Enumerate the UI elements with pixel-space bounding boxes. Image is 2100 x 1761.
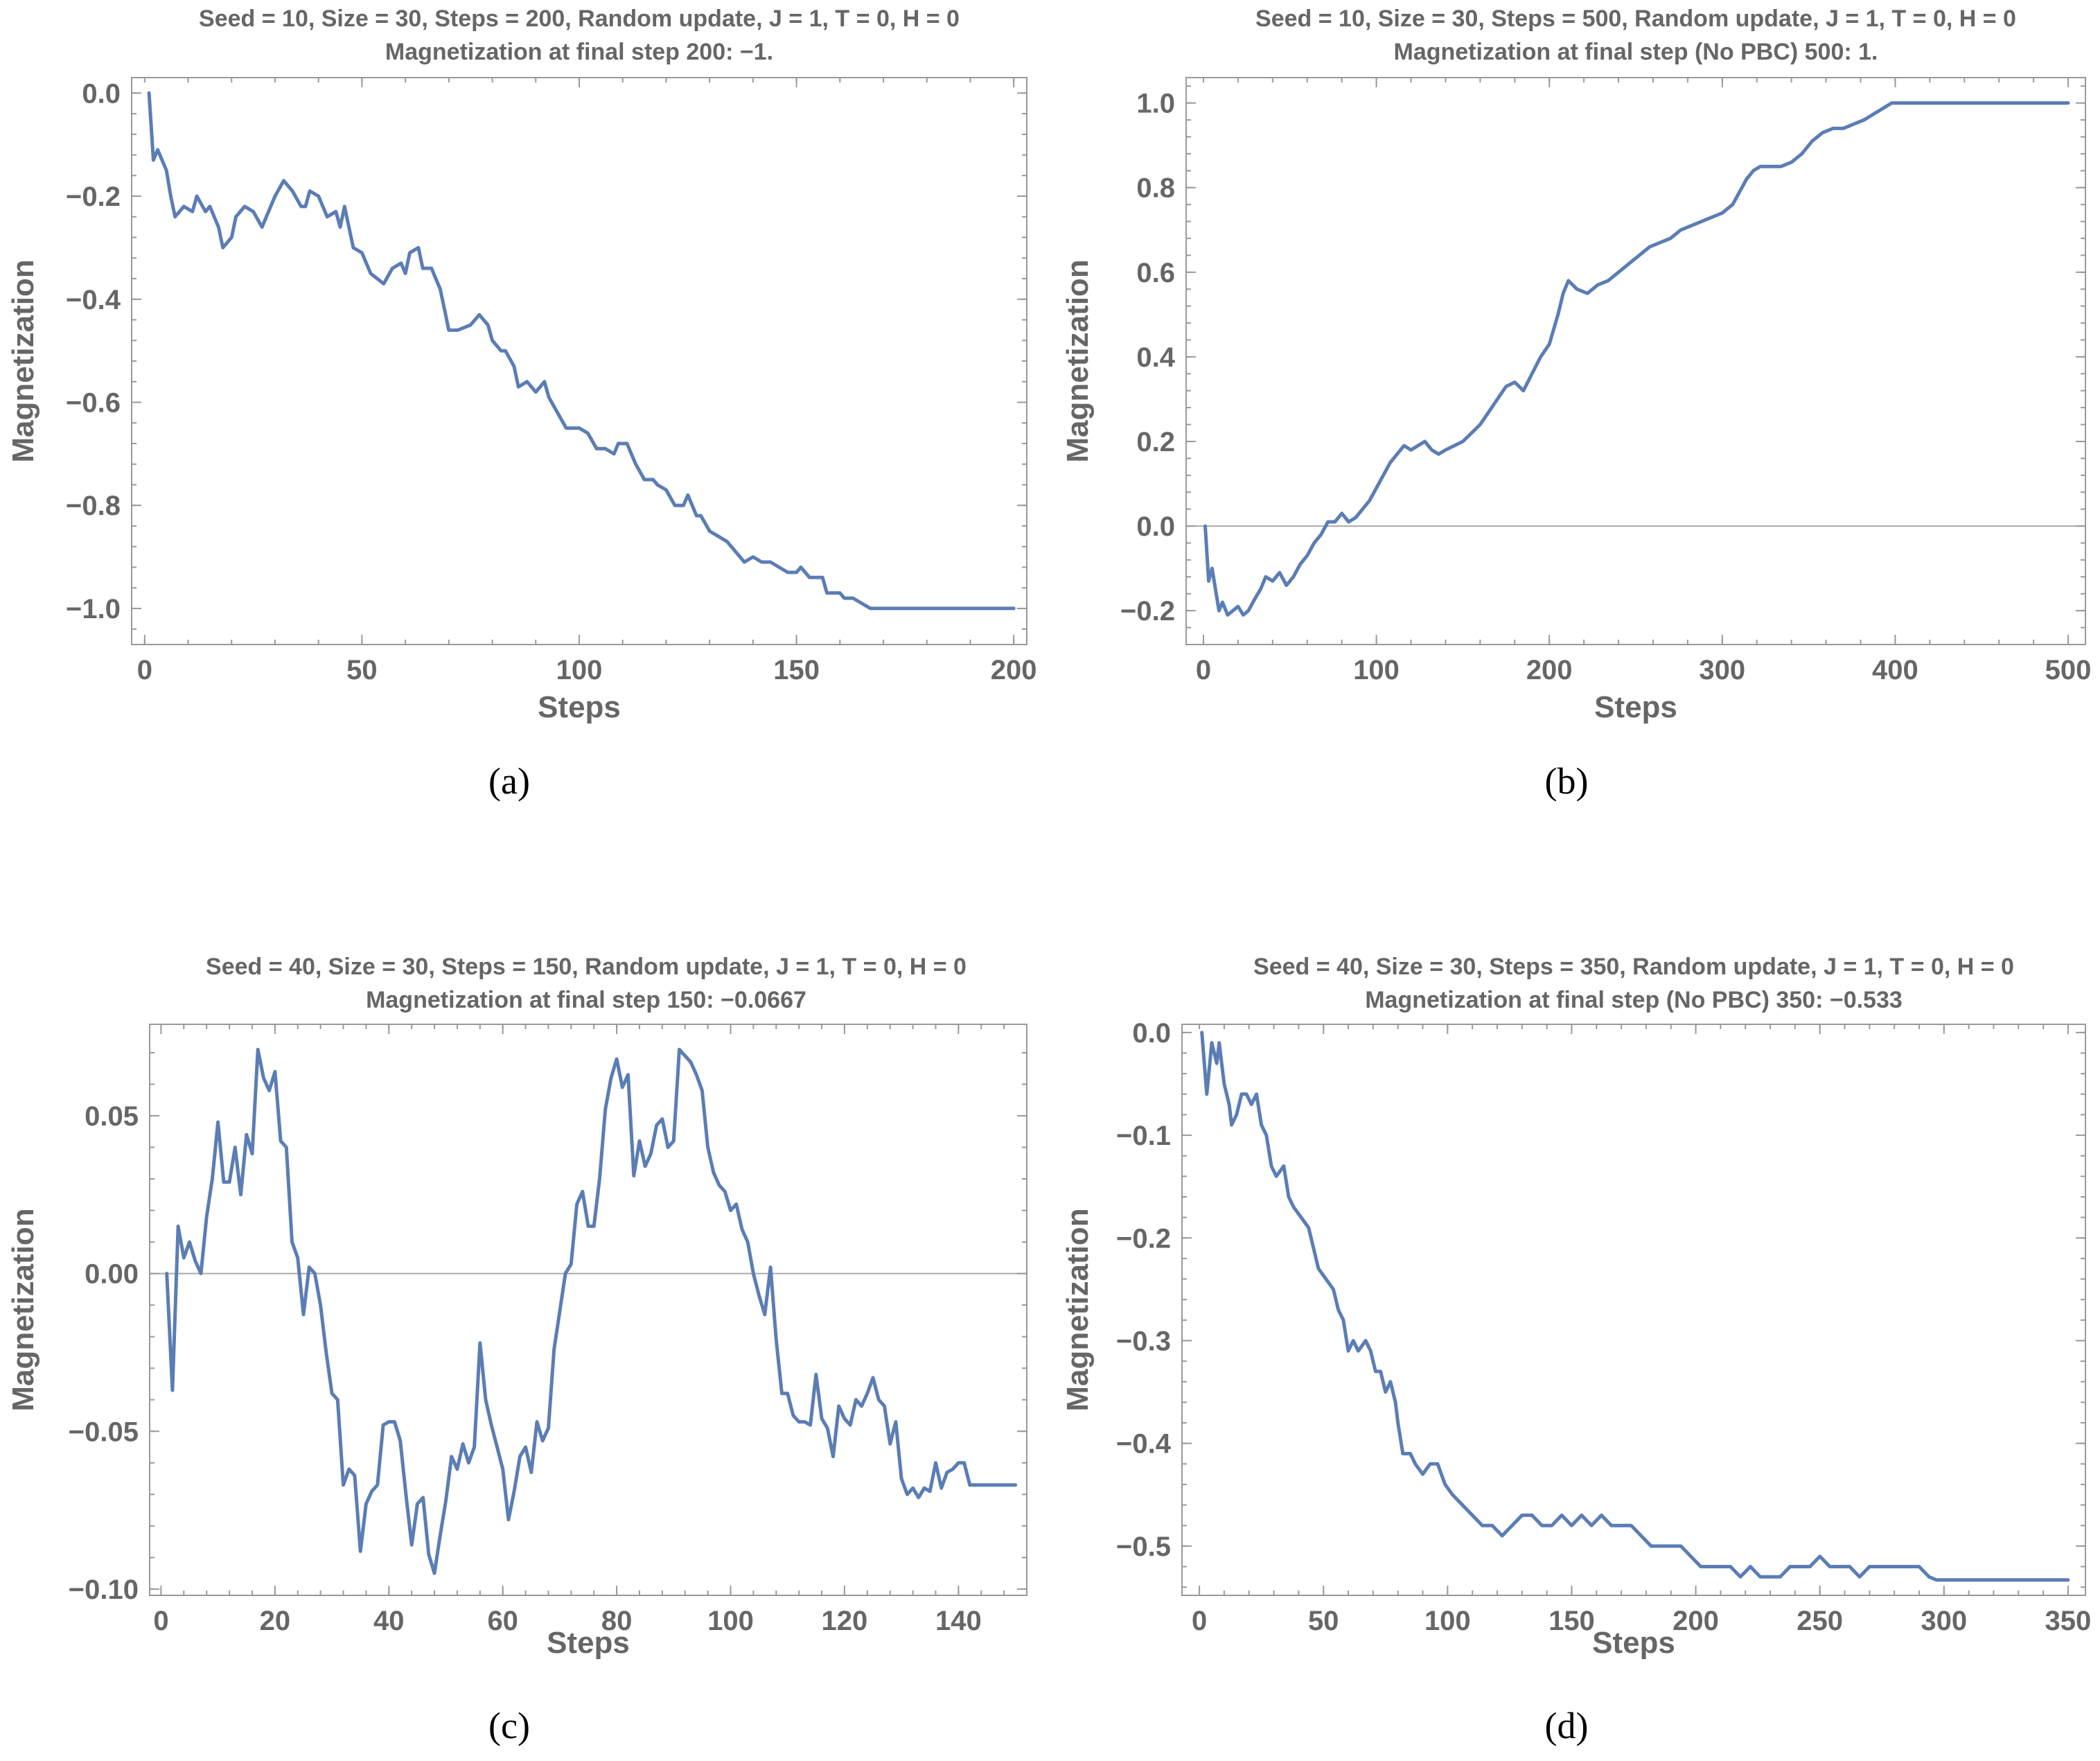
x-tick-label: 60 — [487, 1606, 518, 1636]
series-line-magnetization — [1203, 101, 2070, 617]
y-tick-label: −0.2 — [66, 182, 121, 212]
chart-subtitle: Magnetization at final step 200: −1. — [385, 39, 773, 65]
y-tick-label: 0.4 — [1136, 342, 1175, 373]
y-tick-label: −0.10 — [69, 1575, 139, 1605]
x-tick-label: 0 — [1192, 1606, 1207, 1636]
plot-frame — [1185, 77, 2086, 645]
x-tick-label: 400 — [1872, 655, 1918, 685]
y-axis-label: Magnetization — [1061, 1208, 1095, 1411]
chart-panel-a: Seed = 10, Size = 30, Steps = 200, Rando… — [6, 6, 1037, 802]
x-tick-label: 200 — [1673, 1606, 1719, 1636]
x-tick-label: 200 — [991, 655, 1037, 685]
x-tick-label: 0 — [137, 655, 152, 685]
chart-subtitle: Magnetization at final step (No PBC) 350… — [1365, 987, 1903, 1013]
y-tick-label: −0.8 — [66, 491, 121, 521]
y-tick-label: 0.0 — [1136, 511, 1175, 542]
y-axis-label: Magnetization — [6, 1208, 40, 1411]
x-tick-label: 140 — [935, 1606, 982, 1636]
series-line-magnetization — [1200, 1031, 2070, 1582]
x-tick-label: 40 — [373, 1606, 405, 1636]
y-tick-label: −0.2 — [1120, 596, 1175, 627]
panel-caption: (d) — [1545, 1705, 1589, 1746]
x-tick-label: 0 — [153, 1606, 168, 1636]
y-tick-label: 0.6 — [1136, 258, 1175, 288]
x-tick-label: 150 — [773, 655, 820, 685]
x-tick-label: 300 — [1699, 655, 1745, 685]
chart-subtitle: Magnetization at final step (No PBC) 500… — [1394, 39, 1878, 65]
x-axis-label: Steps — [1594, 690, 1677, 724]
y-tick-label: 0.0 — [82, 78, 121, 109]
x-tick-label: 20 — [260, 1606, 291, 1636]
panel-caption: (a) — [488, 760, 530, 802]
x-tick-label: 50 — [346, 655, 378, 685]
x-axis-label: Steps — [547, 1626, 630, 1660]
y-tick-label: 0.2 — [1136, 427, 1175, 457]
y-tick-label: −0.4 — [66, 285, 121, 315]
y-tick-label: −0.2 — [1116, 1223, 1171, 1254]
series-line-magnetization — [147, 91, 1016, 611]
plot-frame — [149, 1024, 1027, 1596]
x-tick-label: 350 — [2045, 1606, 2092, 1636]
x-tick-label: 500 — [2045, 655, 2092, 685]
chart-panel-b: Seed = 10, Size = 30, Steps = 500, Rando… — [1061, 6, 2091, 802]
chart-title: Seed = 40, Size = 30, Steps = 150, Rando… — [206, 954, 967, 980]
x-tick-label: 100 — [556, 655, 603, 685]
x-axis-label: Steps — [1592, 1626, 1675, 1660]
y-tick-label: −0.5 — [1116, 1532, 1171, 1562]
x-tick-label: 100 — [707, 1606, 754, 1636]
y-axis-label: Magnetization — [6, 259, 40, 462]
x-tick-label: 300 — [1921, 1606, 1967, 1636]
y-tick-label: −0.3 — [1116, 1326, 1171, 1356]
y-tick-label: 0.00 — [85, 1259, 139, 1290]
x-tick-label: 150 — [1548, 1606, 1595, 1636]
chart-panels: Seed = 10, Size = 30, Steps = 200, Rando… — [6, 6, 2091, 1746]
chart-title: Seed = 10, Size = 30, Steps = 200, Rando… — [199, 6, 960, 32]
x-tick-label: 80 — [601, 1606, 633, 1636]
chart-panel-c: Seed = 40, Size = 30, Steps = 150, Rando… — [6, 954, 1027, 1746]
chart-subtitle: Magnetization at final step 150: −0.0667 — [366, 987, 806, 1013]
panel-caption: (b) — [1545, 760, 1589, 802]
y-tick-label: 0.8 — [1136, 173, 1175, 204]
plot-frame — [1181, 1024, 2086, 1596]
x-axis-label: Steps — [538, 690, 621, 724]
panel-caption: (c) — [488, 1705, 530, 1746]
x-tick-label: 120 — [822, 1606, 868, 1636]
chart-title: Seed = 10, Size = 30, Steps = 500, Rando… — [1255, 6, 2016, 32]
y-axis-label: Magnetization — [1061, 259, 1095, 462]
y-tick-label: −0.4 — [1116, 1429, 1172, 1460]
series-line-magnetization — [165, 1047, 1018, 1575]
x-tick-label: 50 — [1308, 1606, 1339, 1636]
y-tick-label: −0.05 — [69, 1417, 139, 1447]
x-tick-label: 100 — [1424, 1606, 1471, 1636]
x-tick-label: 0 — [1196, 655, 1211, 685]
x-tick-label: 250 — [1797, 1606, 1843, 1636]
y-tick-label: −0.1 — [1116, 1121, 1171, 1151]
y-tick-label: 0.05 — [85, 1101, 139, 1132]
chart-title: Seed = 40, Size = 30, Steps = 350, Rando… — [1253, 954, 2014, 980]
plot-frame — [131, 77, 1027, 645]
x-tick-label: 100 — [1353, 655, 1400, 685]
chart-panel-d: Seed = 40, Size = 30, Steps = 350, Rando… — [1061, 954, 2091, 1746]
y-tick-label: 1.0 — [1136, 89, 1175, 119]
y-tick-label: −0.6 — [66, 387, 121, 418]
y-tick-label: −1.0 — [66, 594, 121, 624]
y-tick-label: 0.0 — [1132, 1018, 1171, 1049]
x-tick-label: 200 — [1526, 655, 1573, 685]
